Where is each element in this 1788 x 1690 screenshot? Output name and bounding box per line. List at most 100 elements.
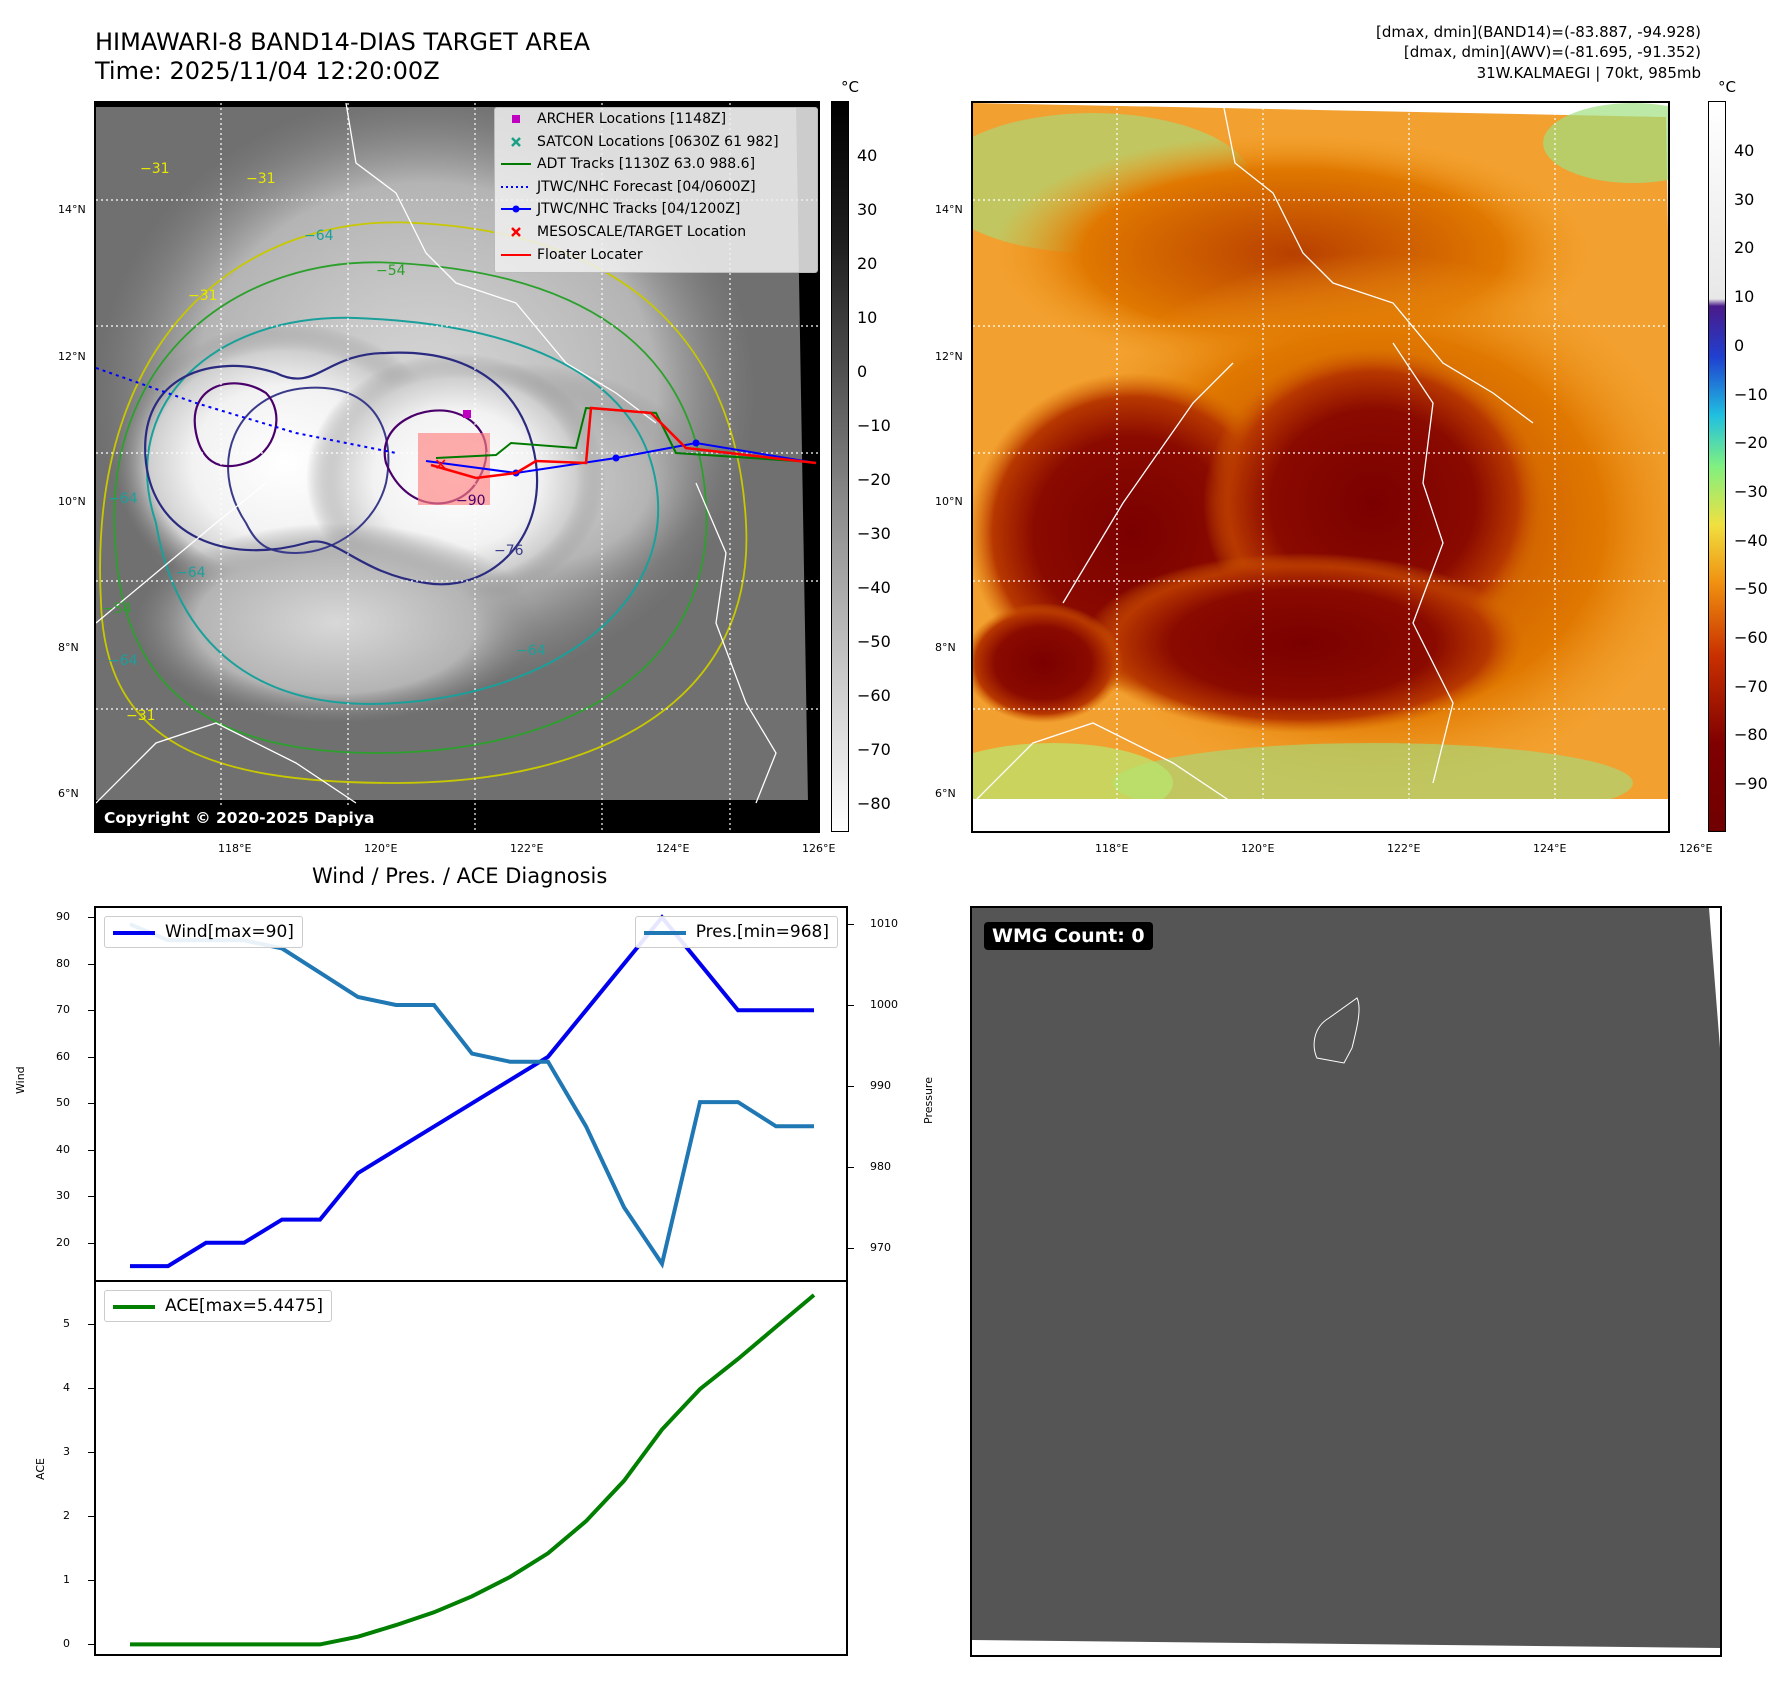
contour-label: −31 [126, 708, 156, 724]
colorbar-tick-label: −20 [857, 470, 891, 489]
dot-line-icon [501, 205, 531, 213]
y-tick-label: 0 [63, 1637, 70, 1651]
colorbar-tick-label: −10 [1734, 384, 1768, 404]
dotted-line-icon [501, 185, 531, 188]
y-tick-label: 1010 [870, 917, 898, 931]
y-tick-label: 1 [63, 1573, 70, 1587]
ir-colorbar [831, 101, 849, 832]
y-tick-label: 2 [63, 1509, 70, 1523]
colorbar-tick-label: −30 [1734, 481, 1768, 501]
colorbar-tick-label: 30 [1734, 189, 1755, 209]
y-tick-mark [88, 1056, 94, 1058]
lon-label: 120°E [364, 842, 398, 855]
y-tick-mark [88, 917, 94, 919]
lat-label: 8°N [58, 641, 79, 654]
lat-label: 10°N [935, 495, 963, 508]
colorbar-tick-label: −40 [1734, 530, 1768, 550]
ace-legend: ACE[max=5.4475] [104, 1290, 332, 1322]
y-tick-mark [848, 924, 854, 926]
legend-entry-archer: ARCHER Locations [1148Z] [495, 108, 817, 131]
wind-pres-panel: Wind[max=90] Pres.[min=968] [94, 906, 848, 1282]
y-tick-label: 30 [56, 1189, 70, 1203]
colorbar-tick-label: 40 [857, 146, 878, 165]
wmg-count-label: WMG Count: 0 [984, 922, 1153, 950]
y-tick-label: 970 [870, 1240, 891, 1254]
y-tick-label: 40 [56, 1142, 70, 1156]
colorbar-tick-label: −40 [857, 578, 891, 597]
y-tick-label: 70 [56, 1003, 70, 1017]
ace-series-line [130, 1293, 816, 1647]
colorbar-tick-label: −60 [857, 686, 891, 705]
wind-series-line [130, 914, 814, 1269]
solid-line-icon [501, 163, 531, 166]
awv-map-graphic [973, 103, 1668, 831]
lat-label: 6°N [58, 787, 79, 800]
colorbar-tick-label: −90 [1734, 774, 1768, 794]
contour-label: −64 [516, 643, 546, 659]
colorbar-tick-label: −70 [857, 740, 891, 759]
y-tick-mark [88, 1516, 94, 1518]
contour-label: −64 [176, 565, 206, 581]
legend-entry-floater: Floater Locater [495, 244, 817, 267]
wind-legend: Wind[max=90] [104, 916, 303, 948]
y-tick-mark [848, 1005, 854, 1007]
contour-label: −76 [494, 543, 524, 559]
colorbar-tick-label: 10 [857, 308, 878, 327]
lat-label: 12°N [935, 350, 963, 363]
lon-label: 124°E [1533, 842, 1567, 855]
pres-axis-label: Pressure [922, 1077, 935, 1124]
contour-label: −31 [188, 288, 218, 304]
colorbar-tick-label: −10 [857, 416, 891, 435]
y-tick-label: 80 [56, 956, 70, 970]
colorbar-tick-label: −60 [1734, 628, 1768, 647]
y-tick-mark [88, 1010, 94, 1012]
ace-axis-label: ACE [34, 1458, 47, 1480]
lon-label: 126°E [802, 842, 836, 855]
svg-text:✕: ✕ [434, 455, 447, 474]
colorbar-tick-label: 0 [1734, 335, 1745, 355]
colorbar-tick-label: −50 [857, 632, 891, 651]
wmg-panel: WMG Count: 0 [970, 906, 1722, 1657]
figure-title-line2: Time: 2025/11/04 12:20:00Z [95, 57, 440, 85]
legend-entry-mesoscale: MESOSCALE/TARGET Location [495, 221, 817, 244]
contour-label: −90 [456, 493, 486, 509]
lon-label: 122°E [510, 842, 544, 855]
legend-entry-satcon: SATCON Locations [0630Z 61 982] [495, 131, 817, 154]
pres-legend: Pres.[min=968] [634, 916, 838, 948]
y-tick-label: 4 [63, 1380, 70, 1394]
y-tick-mark [848, 1166, 854, 1168]
colorbar-tick-label: −70 [1734, 676, 1768, 696]
legend-entry-adt: ADT Tracks [1130Z 63.0 988.6] [495, 153, 817, 176]
lon-label: 124°E [656, 842, 690, 855]
meta-line3: 31W.KALMAEGI | 70kt, 985mb [1476, 64, 1701, 82]
y-tick-mark [88, 1644, 94, 1646]
lon-label: 118°E [218, 842, 252, 855]
y-tick-mark [88, 963, 94, 965]
y-tick-label: 1000 [870, 998, 898, 1012]
y-tick-label: 980 [870, 1159, 891, 1173]
lon-label: 120°E [1241, 842, 1275, 855]
meta-line1: [dmax, dmin](BAND14)=(-83.887, -94.928) [1376, 23, 1701, 41]
lon-label: 122°E [1387, 842, 1421, 855]
y-tick-mark [88, 1149, 94, 1151]
y-tick-mark [88, 1451, 94, 1453]
lat-label: 14°N [935, 203, 963, 216]
awv-colorbar [1708, 101, 1726, 832]
ir-map-panel: ✕ −31 −31 −31 −54 −64 −64 −64 −64 −31 −7… [94, 101, 820, 833]
y-tick-label: 50 [56, 1096, 70, 1110]
lon-label: 118°E [1095, 842, 1129, 855]
lat-label: 12°N [58, 350, 86, 363]
square-marker-icon [512, 115, 520, 123]
colorbar-tick-label: −80 [857, 794, 891, 813]
legend-entry-jtwc-forecast: JTWC/NHC Forecast [04/0600Z] [495, 176, 817, 199]
lat-label: 14°N [58, 203, 86, 216]
y-tick-mark [88, 1103, 94, 1105]
y-tick-mark [88, 1242, 94, 1244]
y-tick-mark [88, 1387, 94, 1389]
pres-legend-line [643, 931, 686, 935]
meta-line2: [dmax, dmin](AWV)=(-81.695, -91.352) [1403, 43, 1701, 61]
copyright-label: Copyright © 2020-2025 Dapiya [98, 806, 381, 830]
wind-axis-label: Wind [14, 1066, 27, 1094]
y-tick-mark [848, 1085, 854, 1087]
contour-label: −54 [102, 601, 132, 617]
